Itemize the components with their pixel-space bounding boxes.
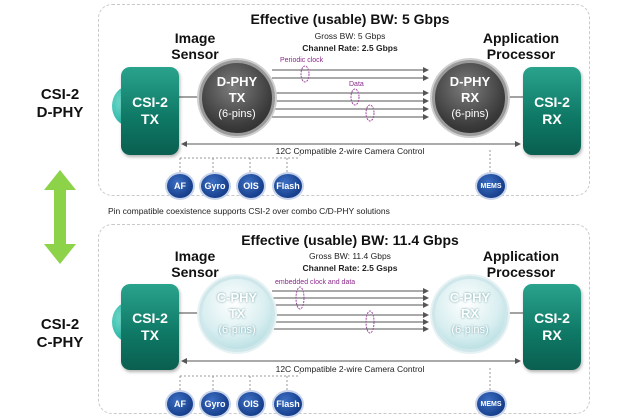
coexistence-note: Pin compatible coexistence supports CSI-… [108,206,390,216]
dphy-image-sensor-heading: Image Sensor [150,30,240,62]
dphy-gyro-icon: Gyro [199,172,231,200]
dphy-ois-icon: OIS [236,172,266,200]
dphy-flash-icon: Flash [272,172,304,200]
dphy-rx-role: RX [460,90,480,105]
cphy-rx-name: C-PHY [449,290,491,305]
cphy-gross-bw: Gross BW: 11.4 Gbps [309,251,391,261]
cphy-ellipse-2 [365,310,375,334]
cphy-csi2-tx-box: CSI-2 TX [121,284,179,370]
cphy-mems-icon: MEMS [475,390,507,418]
cphy-lane-lines [272,288,429,332]
dphy-rx-box-line2: RX [542,111,562,127]
double-arrow-icon [44,170,76,264]
dphy-app-processor-line2: Processor [486,46,556,62]
cphy-ellipse-1 [295,286,305,310]
dphy-clock-label: Periodic clock [280,57,324,64]
dphy-image-sensor-line2: Sensor [171,46,219,62]
cphy-section-label: CSI-2 C-PHY [20,316,100,352]
cphy-control-label: 12C Compatible 2-wire Camera Control [275,364,425,374]
dphy-rx-pins: (6-pins) [451,108,489,120]
dphy-channel-rate: Channel Rate: 2.5 Gbps [302,43,398,53]
dphy-tx-circle: D-PHY TX (6-pins) [199,60,275,136]
dphy-panel [98,4,590,196]
cphy-clock-label: embedded clock and data [275,279,356,286]
cphy-rx-circle: C-PHY RX (6-pins) [432,276,508,352]
cphy-tx-box-line1: CSI-2 [132,310,168,326]
dphy-csi2-tx-box: CSI-2 TX [121,67,179,155]
dphy-data-ellipse-2 [365,104,375,122]
cphy-csi2-rx-box: CSI-2 RX [523,284,581,370]
cphy-gyro-icon: Gyro [199,390,231,418]
dphy-lane-lines [272,67,429,120]
dphy-app-processor-heading: Application Processor [466,30,576,62]
dphy-rx-circle: D-PHY RX (6-pins) [432,60,508,136]
cphy-rx-box-line2: RX [542,327,562,343]
dphy-image-sensor-line1: Image [174,30,216,46]
dphy-label-line1: CSI-2 [40,86,80,103]
cphy-label-line1: CSI-2 [40,316,80,333]
cphy-af-icon: AF [165,390,195,418]
dphy-csi2-rx-box: CSI-2 RX [523,67,581,155]
cphy-image-sensor-line2: Sensor [171,264,219,280]
cphy-flash-icon: Flash [272,390,304,418]
cphy-channel-rate: Channel Rate: 2.5 Gsps [302,263,398,273]
dphy-tx-name: D-PHY [216,74,258,89]
cphy-label-line2: C-PHY [36,334,84,351]
dphy-af-icon: AF [165,172,195,200]
cphy-ois-icon: OIS [236,390,266,418]
dphy-tx-box-line2: TX [141,111,159,127]
dphy-gross-bw: Gross BW: 5 Gbps [314,31,386,41]
dphy-rx-name: D-PHY [449,74,491,89]
cphy-rx-pins: (6-pins) [451,324,489,336]
cphy-tx-pins: (6-pins) [218,324,256,336]
dphy-rx-box-line1: CSI-2 [534,94,570,110]
cphy-tx-role: TX [228,306,246,321]
dphy-section-label: CSI-2 D-PHY [20,86,100,122]
cphy-rx-role: RX [460,306,480,321]
dphy-app-processor-line1: Application [482,30,560,46]
dphy-control-label: 12C Compatible 2-wire Camera Control [275,146,425,156]
cphy-tx-name: C-PHY [216,290,258,305]
dphy-bw-title: Effective (usable) BW: 5 Gbps [250,11,450,27]
cphy-app-processor-heading: Application Processor [466,248,576,280]
cphy-rx-box-line1: CSI-2 [534,310,570,326]
dphy-tx-role: TX [228,90,246,105]
dphy-tx-box-line1: CSI-2 [132,94,168,110]
cphy-app-processor-line2: Processor [486,264,556,280]
cphy-panel [98,224,590,414]
cphy-image-sensor-line1: Image [174,248,216,264]
cphy-tx-circle: C-PHY TX (6-pins) [199,276,275,352]
dphy-label-line2: D-PHY [36,104,84,121]
cphy-image-sensor-heading: Image Sensor [150,248,240,280]
dphy-tx-pins: (6-pins) [218,108,256,120]
dphy-mems-icon: MEMS [475,172,507,200]
cphy-bw-title: Effective (usable) BW: 11.4 Gbps [241,232,459,248]
dphy-data-label: Data [349,81,364,88]
cphy-tx-box-line2: TX [141,327,159,343]
dphy-clock-ellipse [300,65,310,83]
cphy-app-processor-line1: Application [482,248,560,264]
dphy-data-ellipse-1 [350,88,360,106]
